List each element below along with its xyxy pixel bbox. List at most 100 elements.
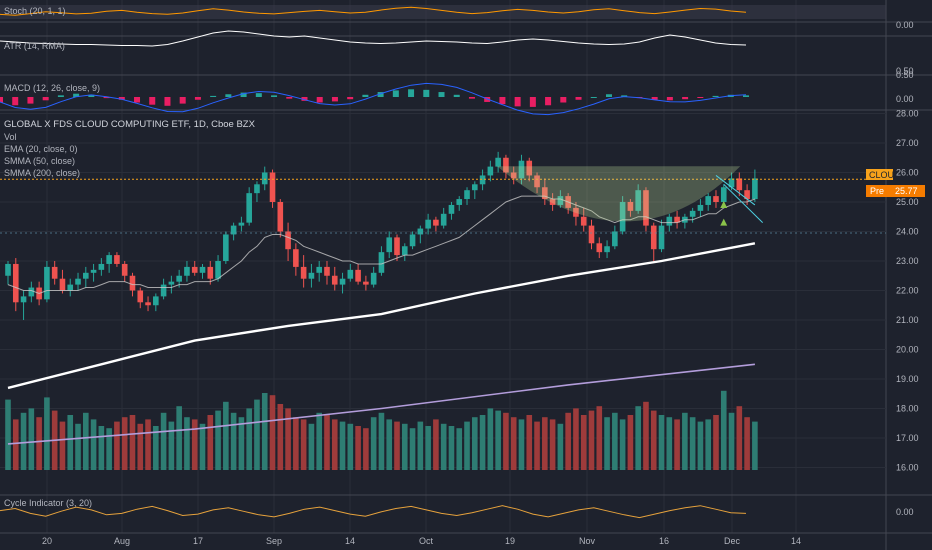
volume-bar — [300, 419, 307, 470]
macd-histogram-bar — [605, 94, 612, 97]
volume-bar — [479, 415, 486, 470]
macd-histogram-bar — [453, 94, 460, 97]
candle-body — [495, 157, 501, 167]
cycle-line — [0, 505, 747, 519]
candle-body — [168, 281, 175, 285]
macd-histogram-bar — [682, 97, 689, 100]
channel-line — [723, 183, 764, 224]
pre-value-bg — [893, 185, 925, 197]
atr-line — [0, 30, 747, 47]
symbol-tag-bg — [866, 169, 893, 180]
candle-body — [121, 263, 128, 276]
macd-histogram-bar — [179, 97, 186, 104]
volume-bar — [728, 412, 735, 470]
pre-tag: Pre — [870, 186, 884, 196]
macd-line — [0, 82, 747, 116]
candle-body — [246, 193, 252, 223]
macd-histogram-bar — [499, 97, 506, 105]
legend-smma50: SMMA (50, close) — [4, 156, 75, 166]
x-tick-label: Nov — [579, 536, 596, 546]
candle-body — [191, 266, 198, 273]
chart-drawings[interactable] — [497, 166, 764, 226]
volume-bar — [83, 412, 89, 470]
y-tick-label: 20.00 — [896, 345, 919, 355]
volume-bar — [246, 408, 252, 470]
volume-bar — [98, 426, 105, 470]
volume-bar — [75, 423, 81, 470]
candle-body — [542, 187, 548, 200]
smma-200-line — [7, 363, 755, 445]
candle-body — [114, 255, 120, 264]
candle-body — [184, 266, 190, 276]
macd-histogram-bar — [545, 97, 552, 106]
channel-line — [715, 175, 756, 206]
y-tick-label: 25.00 — [896, 197, 919, 207]
volume-bar — [121, 417, 128, 470]
volume-bar — [588, 410, 595, 470]
macd-histogram-bar — [514, 97, 521, 107]
volume-bar — [682, 412, 688, 470]
candle-body — [51, 266, 58, 279]
macd-histogram-bar — [560, 97, 567, 103]
x-tick-label: Oct — [419, 536, 434, 546]
stoch-band — [0, 5, 886, 19]
x-tick-label: 20 — [42, 536, 52, 546]
volume-bar — [627, 415, 634, 470]
volume-bar — [674, 419, 680, 470]
candle-body — [472, 184, 478, 191]
y-tick-label: 24.00 — [896, 227, 919, 237]
candle-body — [635, 190, 641, 211]
macd-histogram-bar — [118, 97, 125, 100]
macd-histogram-bar — [408, 89, 415, 97]
candle-body — [98, 263, 105, 270]
candle-body — [230, 225, 237, 235]
macd-histogram-bar — [12, 97, 19, 106]
macd-histogram-bar — [712, 95, 719, 97]
candle-body — [518, 160, 525, 179]
volume-bar — [363, 428, 369, 470]
x-tick-label: Sep — [266, 536, 282, 546]
candle-body — [12, 263, 19, 303]
candle-body — [674, 216, 680, 223]
volume-bar — [518, 419, 525, 470]
volume-bar — [277, 404, 284, 470]
volume-bar — [114, 421, 120, 470]
volume-bar — [650, 410, 657, 470]
macd-histogram-bar — [347, 97, 354, 100]
volume-bar — [565, 412, 571, 470]
signal-marker-icon — [720, 218, 728, 226]
volume-bar — [580, 415, 587, 470]
y-tick-label: 27.00 — [896, 138, 919, 148]
x-tick-label: 17 — [193, 536, 203, 546]
volume-bar — [689, 417, 696, 470]
macd-histogram-bar — [392, 90, 399, 97]
candle-body — [207, 266, 214, 279]
candle-body — [503, 157, 509, 173]
candle-body — [386, 237, 393, 253]
macd-histogram-bar — [316, 97, 323, 103]
candle-body — [736, 178, 743, 191]
symbol-tag: CLOU — [869, 170, 894, 180]
x-tick-label: 19 — [505, 536, 515, 546]
volume-bar — [261, 393, 268, 470]
candle-body — [324, 266, 330, 276]
volume-bar — [331, 419, 338, 470]
candle-body — [44, 266, 50, 300]
x-tick-label: Dec — [724, 536, 741, 546]
candle-body — [580, 216, 587, 226]
volume-bar — [269, 395, 276, 470]
volume-bar — [378, 412, 385, 470]
candle-body — [145, 302, 151, 306]
candle-body — [425, 219, 431, 229]
macd-histogram-bar — [73, 93, 80, 97]
y-tick-label: 19.00 — [896, 374, 919, 384]
volume-bar — [658, 415, 665, 470]
volume-bar — [433, 419, 439, 470]
volume-bar — [573, 408, 579, 470]
candlestick-series[interactable] — [5, 151, 758, 320]
candle-body — [285, 231, 291, 250]
indicator-panes — [0, 5, 886, 519]
candle-body — [394, 237, 400, 256]
macd-histogram-bar — [286, 97, 293, 99]
